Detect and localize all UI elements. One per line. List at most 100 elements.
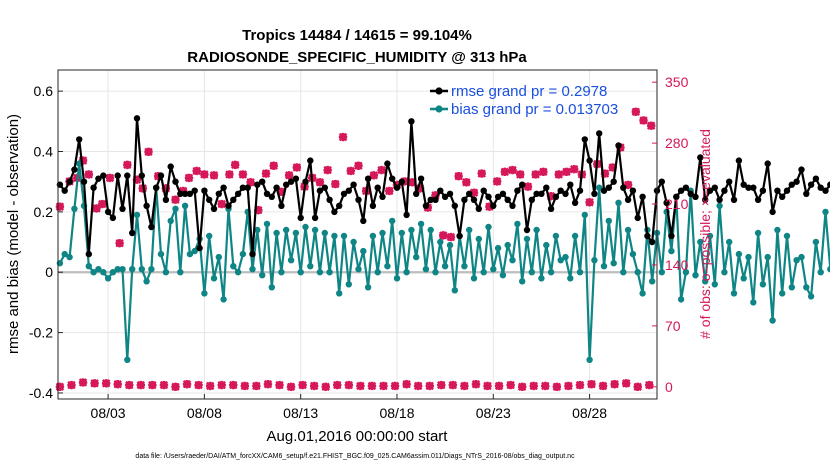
obs-evaluated-marker bbox=[238, 170, 248, 179]
obs-evaluated-marker bbox=[354, 161, 363, 170]
rmse-point bbox=[514, 187, 521, 194]
obs-evaluated-marker bbox=[292, 163, 302, 172]
bias-point bbox=[446, 241, 454, 249]
bias-point bbox=[490, 266, 497, 273]
obs-evaluated-marker bbox=[209, 171, 219, 180]
obs-evaluated-cross bbox=[246, 178, 255, 187]
bias-point bbox=[210, 275, 218, 282]
obs-evaluated-marker bbox=[516, 170, 525, 179]
rmse-point bbox=[336, 202, 343, 209]
y2-tick-label: 0 bbox=[665, 379, 673, 395]
bias-point bbox=[721, 269, 728, 276]
obs-evaluated-marker bbox=[78, 378, 88, 387]
obs-evaluated-cross bbox=[569, 165, 579, 174]
rmse-point bbox=[316, 187, 324, 194]
bias-point bbox=[384, 263, 391, 270]
obs-evaluated-marker bbox=[492, 177, 502, 186]
rmse-point bbox=[196, 244, 203, 252]
obs-evaluated-cross bbox=[230, 160, 240, 170]
rmse-point bbox=[340, 190, 348, 197]
obs-evaluated-cross bbox=[144, 147, 153, 157]
obs-evaluated-marker bbox=[263, 380, 273, 389]
rmse-point bbox=[215, 190, 222, 197]
bias-point bbox=[287, 257, 295, 264]
obs-evaluated-marker bbox=[115, 239, 124, 248]
obs-evaluated-cross bbox=[309, 381, 319, 391]
bias-point bbox=[567, 275, 574, 282]
obs-evaluated-marker bbox=[315, 178, 325, 187]
bias-point bbox=[162, 269, 170, 276]
rmse-point bbox=[311, 214, 319, 222]
obs-evaluated-cross bbox=[354, 161, 363, 170]
obs-evaluated-cross bbox=[323, 165, 332, 175]
obs-evaluated-cross bbox=[477, 169, 486, 178]
bias-point bbox=[206, 232, 213, 240]
obs-evaluated-cross bbox=[123, 160, 132, 170]
bias-point bbox=[292, 229, 300, 237]
obs-evaluated-marker bbox=[331, 179, 340, 189]
obs-evaluated-marker bbox=[148, 380, 157, 390]
rmse-point bbox=[432, 196, 439, 203]
bias-point bbox=[571, 232, 579, 240]
obs-evaluated-marker bbox=[585, 198, 594, 207]
bias-point bbox=[234, 269, 242, 276]
rmse-point bbox=[605, 184, 612, 191]
bias-point bbox=[297, 269, 304, 276]
obs-evaluated-marker bbox=[205, 381, 215, 391]
bias-point bbox=[716, 202, 723, 209]
obs-evaluated-marker bbox=[431, 191, 440, 200]
x-tick-label: 08/18 bbox=[379, 405, 414, 421]
obs-evaluated-marker bbox=[385, 186, 394, 196]
obs-evaluated-cross bbox=[229, 380, 238, 390]
bias-point bbox=[533, 226, 540, 234]
obs-evaluated-cross bbox=[178, 186, 188, 196]
bias-point bbox=[499, 272, 507, 279]
rmse-point bbox=[364, 175, 372, 182]
rmse-point bbox=[764, 160, 771, 167]
obs-evaluated-marker bbox=[309, 381, 319, 391]
bias-point bbox=[754, 229, 762, 237]
obs-evaluated-marker bbox=[517, 382, 527, 392]
obs-evaluated-marker bbox=[323, 165, 332, 175]
obs-evaluated-marker bbox=[136, 380, 146, 390]
obs-evaluated-marker bbox=[598, 381, 608, 391]
rmse-point bbox=[774, 187, 781, 194]
obs-evaluated-cross bbox=[633, 382, 642, 392]
rmse-point bbox=[682, 184, 690, 191]
rmse-point bbox=[220, 184, 227, 191]
obs-evaluated-cross bbox=[356, 381, 365, 391]
bias-point bbox=[239, 250, 247, 258]
bias-point bbox=[249, 266, 256, 273]
bias-point bbox=[403, 269, 410, 276]
obs-evaluated-marker bbox=[562, 167, 571, 177]
obs-evaluated-marker bbox=[529, 381, 538, 391]
x-tick-label: 08/28 bbox=[572, 405, 607, 421]
obs-evaluated-marker bbox=[367, 381, 377, 391]
bias-point bbox=[441, 263, 449, 270]
bias-point bbox=[148, 266, 155, 273]
obs-evaluated-cross bbox=[78, 378, 88, 387]
bias-point bbox=[230, 263, 237, 270]
obs-evaluated-marker bbox=[377, 165, 386, 175]
legend: rmse grand pr = 0.2978 bias grand pr = 0… bbox=[430, 83, 618, 118]
rmse-point bbox=[191, 187, 198, 194]
bias-point bbox=[769, 317, 776, 324]
obs-evaluated-marker bbox=[286, 382, 296, 392]
rmse-point bbox=[576, 187, 584, 194]
obs-evaluated-marker bbox=[631, 107, 641, 116]
bias-point bbox=[109, 269, 117, 276]
obs-evaluated-marker bbox=[275, 380, 284, 390]
bias-point bbox=[480, 269, 487, 276]
rmse-point bbox=[687, 190, 694, 197]
rmse-point bbox=[95, 175, 102, 182]
bias-point bbox=[475, 235, 482, 243]
bias-point bbox=[268, 284, 275, 291]
rmse-point bbox=[413, 190, 420, 197]
obs-evaluated-cross bbox=[315, 178, 325, 187]
obs-evaluated-cross bbox=[333, 380, 342, 390]
obs-evaluated-cross bbox=[115, 239, 124, 248]
rmse-point bbox=[571, 199, 579, 206]
rmse-point bbox=[109, 214, 117, 222]
bias-point bbox=[379, 229, 386, 237]
rmse-point bbox=[350, 181, 357, 188]
